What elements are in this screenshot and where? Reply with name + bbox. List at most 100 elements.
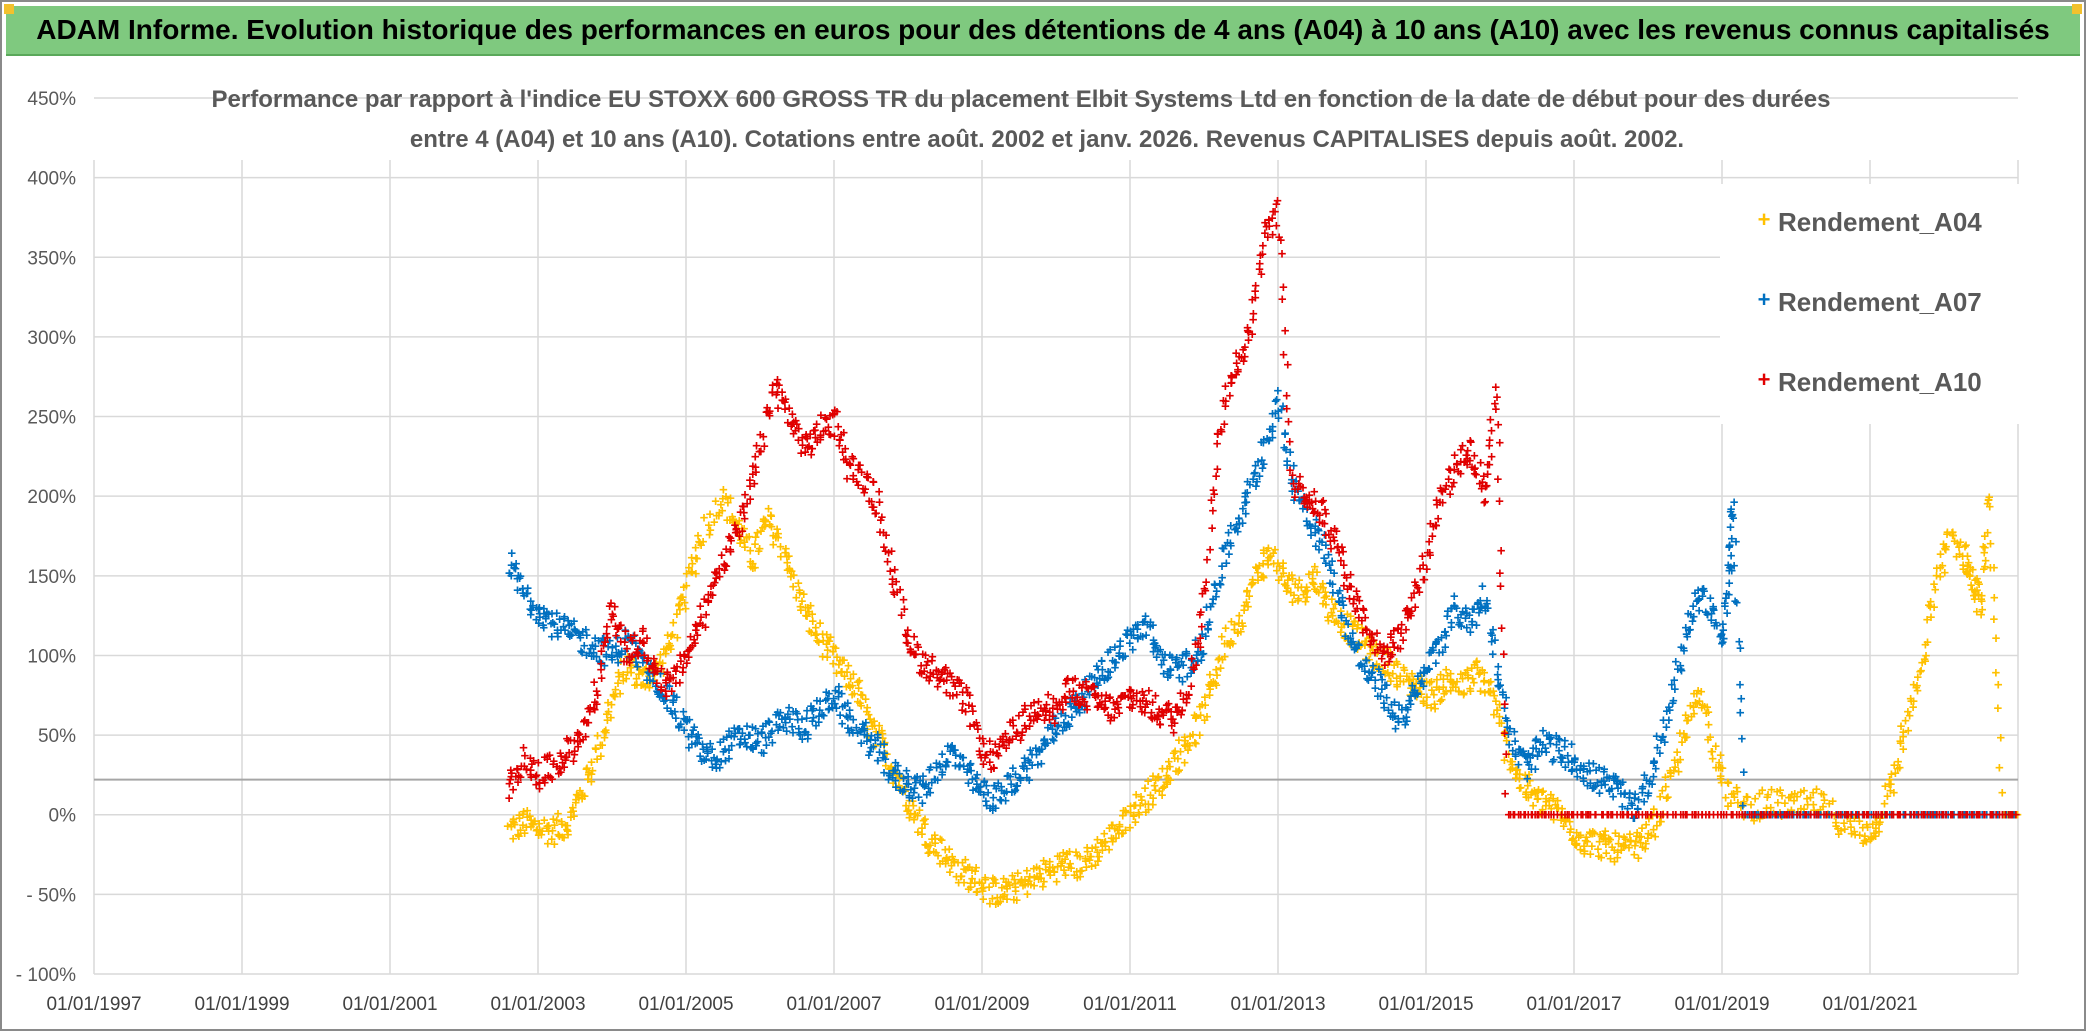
point: + xyxy=(930,827,939,844)
point: + xyxy=(538,823,547,840)
point: + xyxy=(1644,826,1653,843)
point: + xyxy=(1073,869,1082,886)
point: + xyxy=(1974,574,1983,591)
point: + xyxy=(1190,735,1199,752)
point: + xyxy=(950,854,959,871)
point: + xyxy=(872,724,881,741)
point: + xyxy=(988,890,997,907)
point: + xyxy=(1850,823,1859,840)
point: + xyxy=(1747,796,1756,813)
point: + xyxy=(1992,630,2001,647)
point: + xyxy=(1778,787,1787,804)
point: + xyxy=(712,508,721,525)
point: + xyxy=(515,810,524,827)
point: + xyxy=(519,585,528,602)
point: + xyxy=(1372,656,1381,673)
point: + xyxy=(513,570,522,587)
point: + xyxy=(514,567,523,584)
point: + xyxy=(1036,865,1045,882)
point: + xyxy=(1446,683,1455,700)
point: + xyxy=(1637,828,1646,845)
point: + xyxy=(1067,860,1076,877)
point: + xyxy=(1322,588,1331,605)
point: + xyxy=(1442,683,1451,700)
point: + xyxy=(855,672,864,689)
point: + xyxy=(1652,817,1661,834)
point: + xyxy=(585,765,594,782)
legend-label-a10: Rendement_A10 xyxy=(1778,367,1982,397)
point: + xyxy=(592,741,601,758)
point: + xyxy=(1191,710,1200,727)
point: + xyxy=(989,870,998,887)
point: + xyxy=(1144,796,1153,813)
point: + xyxy=(990,872,999,889)
point: + xyxy=(863,721,872,738)
point: + xyxy=(1736,705,1745,722)
point: + xyxy=(510,814,519,831)
point: + xyxy=(675,596,684,613)
point: + xyxy=(1727,786,1736,803)
point: + xyxy=(507,816,516,833)
point: + xyxy=(1211,675,1220,692)
point: + xyxy=(1893,760,1902,777)
point: + xyxy=(540,812,549,829)
point: + xyxy=(878,730,887,747)
point: + xyxy=(1164,770,1173,787)
point: + xyxy=(1295,572,1304,589)
point: + xyxy=(1476,683,1485,700)
point: + xyxy=(1149,790,1158,807)
point: + xyxy=(1340,630,1349,647)
point: + xyxy=(1986,535,1995,552)
point: + xyxy=(1308,564,1317,581)
point: + xyxy=(1144,802,1153,819)
point: + xyxy=(854,680,863,697)
point: + xyxy=(1875,814,1884,831)
point: + xyxy=(2002,807,2011,824)
point: + xyxy=(1278,291,1287,308)
point: + xyxy=(1319,596,1328,613)
point: + xyxy=(823,649,832,666)
point: + xyxy=(611,689,620,706)
point: + xyxy=(527,602,536,619)
point: + xyxy=(512,555,521,572)
point: + xyxy=(1894,754,1903,771)
point: + xyxy=(760,518,769,535)
point: + xyxy=(853,693,862,710)
point: + xyxy=(1419,693,1428,710)
point: + xyxy=(1288,571,1297,588)
point: + xyxy=(1887,766,1896,783)
point: + xyxy=(837,664,846,681)
point: + xyxy=(1727,795,1736,812)
point: + xyxy=(1248,572,1257,589)
point: + xyxy=(534,615,543,632)
point: + xyxy=(956,869,965,886)
point: + xyxy=(981,871,990,888)
point: + xyxy=(1980,528,1989,545)
point: + xyxy=(1380,657,1389,674)
point: + xyxy=(635,666,644,683)
point: + xyxy=(1081,853,1090,870)
point: + xyxy=(715,504,724,521)
point: + xyxy=(1228,636,1237,653)
point: + xyxy=(1185,738,1194,755)
point: + xyxy=(1891,765,1900,782)
point: + xyxy=(706,506,715,523)
point: + xyxy=(1515,766,1524,783)
point: + xyxy=(665,635,674,652)
point: + xyxy=(1220,636,1229,653)
point: + xyxy=(544,817,553,834)
point: + xyxy=(1932,568,1941,585)
point: + xyxy=(584,766,593,783)
point: + xyxy=(1977,591,1986,608)
point: + xyxy=(1958,548,1967,565)
point: + xyxy=(1647,827,1656,844)
point: + xyxy=(740,510,749,527)
point: + xyxy=(1205,666,1214,683)
point: + xyxy=(1195,727,1204,744)
point: + xyxy=(758,519,767,536)
point: + xyxy=(1041,856,1050,873)
point: + xyxy=(1750,812,1759,829)
point: + xyxy=(1154,769,1163,786)
point: + xyxy=(533,822,542,839)
point: + xyxy=(1971,587,1980,604)
